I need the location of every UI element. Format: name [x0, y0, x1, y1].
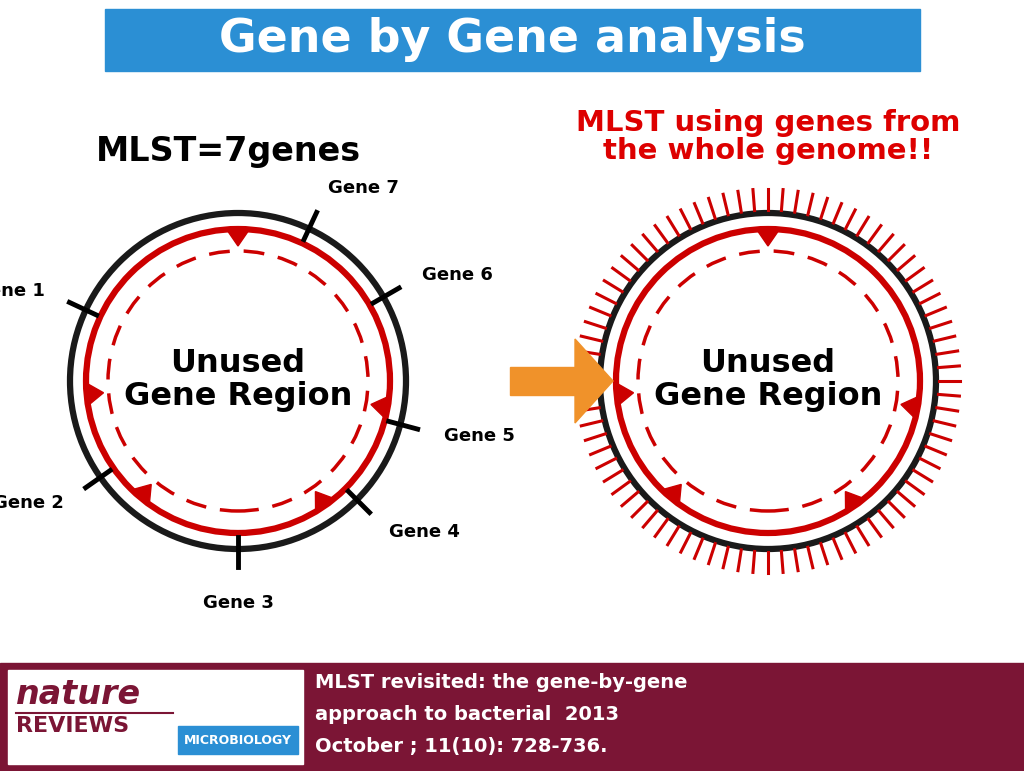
Text: Gene 6: Gene 6	[423, 265, 494, 284]
Text: Unused: Unused	[700, 348, 836, 379]
Text: Gene 7: Gene 7	[328, 179, 399, 197]
Text: MICROBIOLOGY: MICROBIOLOGY	[184, 733, 292, 746]
Text: MLST using genes from: MLST using genes from	[575, 109, 961, 137]
Text: MLST revisited: the gene-by-gene: MLST revisited: the gene-by-gene	[315, 673, 687, 692]
Text: MLST=7genes: MLST=7genes	[95, 134, 360, 167]
Text: the whole genome!!: the whole genome!!	[603, 137, 933, 165]
Polygon shape	[846, 492, 863, 511]
Polygon shape	[371, 396, 389, 418]
Text: Gene Region: Gene Region	[653, 381, 883, 412]
Bar	[8, 670, 303, 764]
Polygon shape	[757, 230, 779, 246]
Text: Gene by Gene analysis: Gene by Gene analysis	[219, 18, 806, 62]
Polygon shape	[616, 383, 634, 405]
Bar	[0, 663, 1024, 771]
Text: Gene Region: Gene Region	[124, 381, 352, 412]
Text: approach to bacterial  2013: approach to bacterial 2013	[315, 705, 618, 724]
Polygon shape	[227, 230, 249, 246]
Text: Gene 4: Gene 4	[389, 523, 460, 540]
Text: Gene 1: Gene 1	[0, 282, 45, 300]
Text: REVIEWS: REVIEWS	[16, 716, 129, 736]
Polygon shape	[901, 396, 919, 418]
Bar	[178, 726, 298, 754]
Polygon shape	[132, 484, 152, 503]
Polygon shape	[663, 484, 681, 503]
Text: Unused: Unused	[170, 348, 305, 379]
Polygon shape	[87, 383, 103, 405]
Polygon shape	[315, 492, 334, 511]
Text: Gene 5: Gene 5	[443, 427, 515, 445]
Polygon shape	[575, 339, 613, 423]
Text: Gene 3: Gene 3	[203, 594, 273, 612]
Text: October ; 11(10): 728-736.: October ; 11(10): 728-736.	[315, 737, 607, 756]
Text: nature: nature	[16, 678, 141, 711]
Text: Gene 2: Gene 2	[0, 494, 63, 512]
Bar	[105, 9, 920, 71]
Bar	[510, 367, 575, 395]
